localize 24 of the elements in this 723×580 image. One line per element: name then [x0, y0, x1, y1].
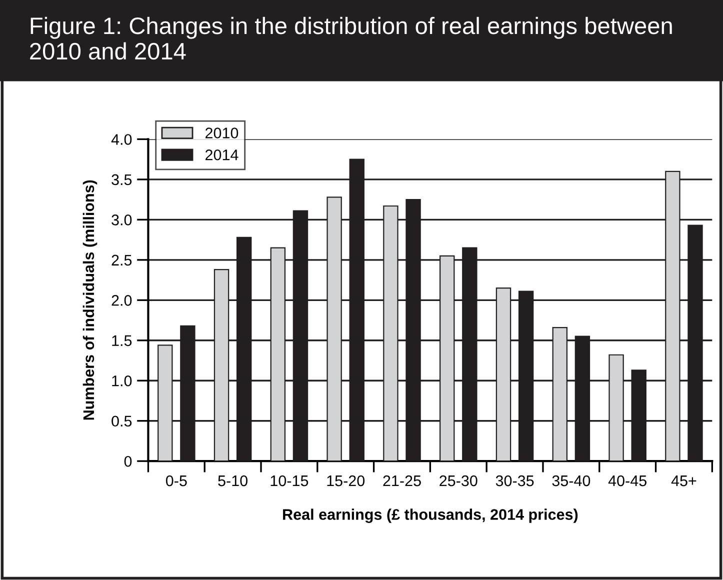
- y-tick-label: 1.0: [112, 375, 132, 386]
- x-tick-label: 21-25: [383, 475, 421, 486]
- y-tick-label: 2.5: [112, 254, 132, 266]
- y-tick-label: 2.0: [112, 295, 132, 306]
- x-axis-title: Real earnings (£ thousands, 2014 prices): [283, 508, 578, 523]
- x-tick-label: 15-20: [327, 475, 365, 486]
- x-tick-label: 10-15: [270, 475, 308, 486]
- y-tick-label: 0: [124, 456, 132, 467]
- x-tick-label: 5-10: [218, 475, 248, 486]
- legend-label: 2014: [206, 149, 238, 160]
- x-tick-label: 45+: [671, 476, 696, 486]
- y-tick-label: 3.5: [112, 174, 132, 186]
- y-tick-label: 1.5: [112, 335, 132, 346]
- x-tick-label: 0-5: [166, 475, 187, 486]
- y-axis-title: Numbers of individuals (millions): [82, 180, 98, 420]
- legend-label: 2010: [206, 128, 238, 138]
- x-tick-label: 35-40: [552, 475, 590, 486]
- y-tick-label: 4.0: [111, 134, 132, 145]
- y-tick-label: 0.5: [112, 416, 132, 427]
- x-tick-label: 25-30: [440, 475, 478, 486]
- x-tick-label: 40-45: [608, 475, 646, 486]
- x-tick-label: 30-35: [496, 475, 534, 486]
- chart-title: Figure 1: Changes in the distribution of real earnings between 2010 and 2014: [30, 16, 672, 60]
- y-tick-label: 3.0: [112, 214, 132, 226]
